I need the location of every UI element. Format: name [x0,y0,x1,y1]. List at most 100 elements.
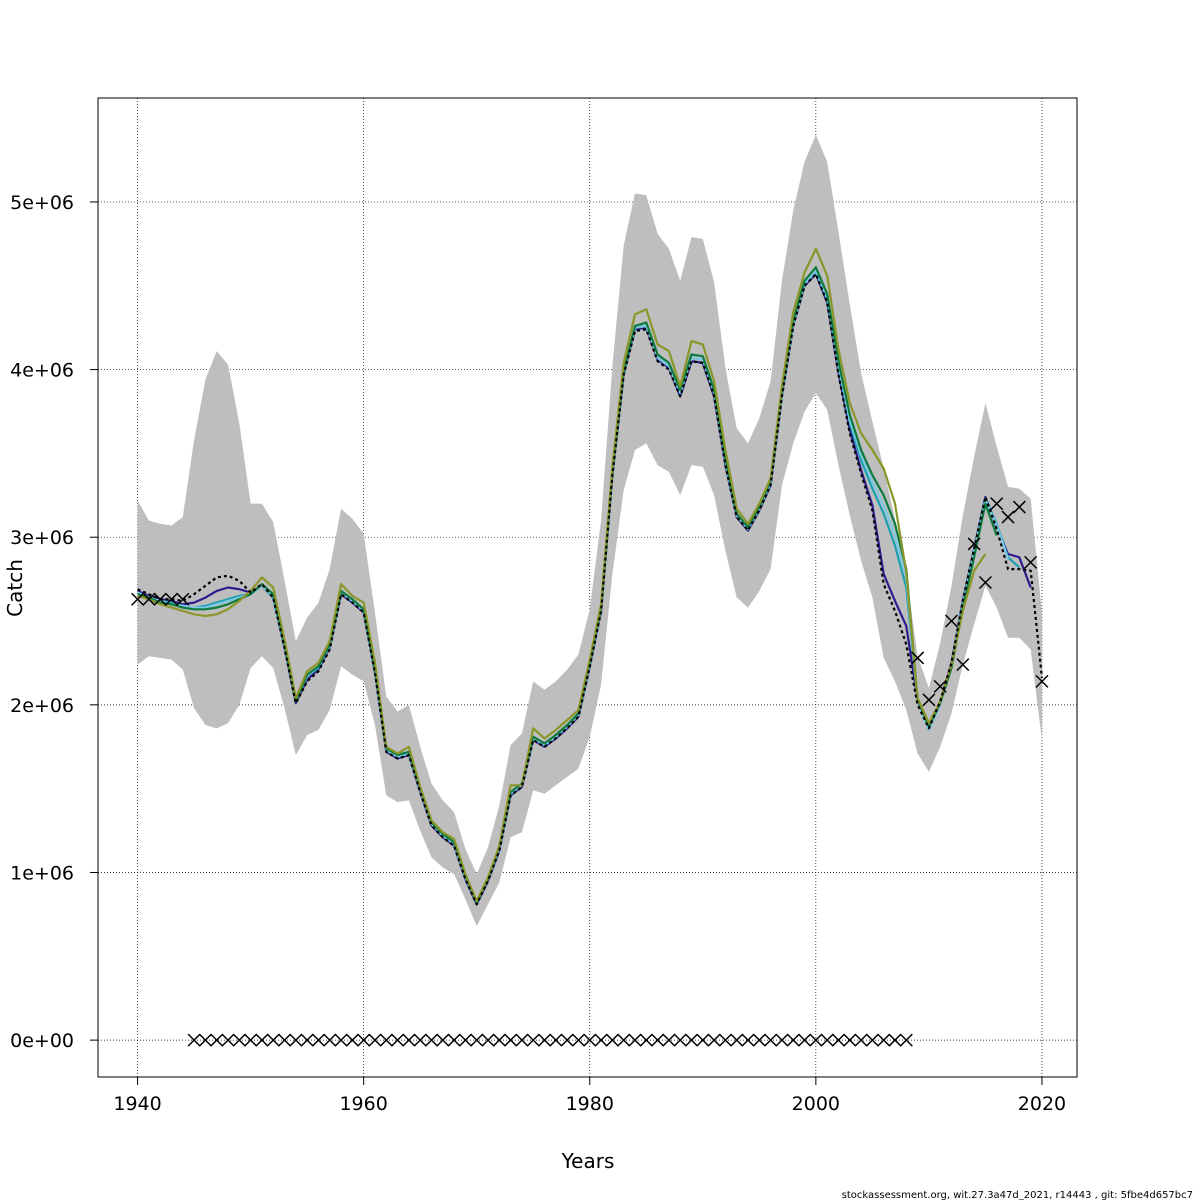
observed-point [1001,510,1015,524]
observed-point [470,1033,484,1047]
observed-point [809,1033,823,1047]
observed-point [617,1033,631,1047]
observed-point [696,1033,710,1047]
observed-catch-markers [131,497,1049,1047]
series-lines [137,247,1044,906]
observed-point [922,693,936,707]
series-line-retro-4 [137,266,998,904]
x-tick-label: 2000 [792,1093,840,1115]
observed-point [560,1033,574,1047]
observed-point [176,592,190,606]
observed-point [583,1033,597,1047]
observed-point [752,1033,766,1047]
series-line-retro-5 [137,247,987,903]
observed-point [899,1033,913,1047]
observed-point [956,658,970,672]
observed-point [244,1033,258,1047]
observed-point [300,1033,314,1047]
observed-point [764,1033,778,1047]
y-tick-label: 0e+00 [10,1030,74,1052]
observed-point [153,592,167,606]
observed-point [131,592,145,606]
observed-point [1035,674,1049,688]
observed-point [436,1033,450,1047]
x-tick-label: 1980 [566,1093,614,1115]
confidence-band-area [137,134,1042,927]
y-tick-label: 1e+06 [10,862,74,884]
observed-point [526,1033,540,1047]
observed-point [538,1033,552,1047]
observed-point [368,1033,382,1047]
footer-credit: stockassessment.org, wit.27.3a47d_2021, … [842,1190,1193,1200]
observed-point [447,1033,461,1047]
observed-point [967,537,981,551]
y-axis: 0e+00 1e+06 2e+06 3e+06 4e+06 5e+06 [10,192,98,1052]
x-tick-label: 2020 [1018,1093,1066,1115]
observed-point [798,1033,812,1047]
observed-point [865,1033,879,1047]
observed-point [549,1033,563,1047]
observed-point [571,1033,585,1047]
observed-point [221,1033,235,1047]
observed-point [1012,500,1026,514]
observed-point [639,1033,653,1047]
observed-point [775,1033,789,1047]
observed-point [933,679,947,693]
observed-point [877,1033,891,1047]
y-tick-label: 5e+06 [10,192,74,214]
confidence-band [137,134,1042,927]
observed-point [164,592,179,606]
observed-point [379,1033,393,1047]
observed-point [142,592,156,606]
observed-point [266,1033,280,1047]
observed-point [718,1033,732,1047]
observed-point [255,1033,269,1047]
observed-point [492,1033,506,1047]
observed-point [854,1033,868,1047]
observed-point [458,1033,472,1047]
observed-point [628,1033,642,1047]
observed-point [481,1033,495,1047]
observed-point [232,1033,246,1047]
observed-point [786,1033,800,1047]
x-tick-label: 1940 [113,1093,161,1115]
y-tick-label: 4e+06 [10,360,74,382]
observed-point [990,497,1004,511]
observed-point [978,575,992,590]
observed-point [391,1033,405,1047]
x-axis: 1940 1960 1980 2000 2020 [113,1077,1066,1115]
x-tick-label: 1960 [339,1093,387,1115]
observed-point [684,1033,699,1047]
observed-point [741,1033,755,1047]
observed-point [289,1033,303,1047]
observed-point [277,1033,292,1047]
observed-point [345,1033,359,1047]
observed-point [730,1033,744,1047]
observed-point [424,1033,439,1047]
observed-point [334,1033,348,1047]
observed-point [515,1033,529,1047]
y-tick-label: 3e+06 [10,527,74,549]
observed-point [311,1033,325,1047]
plot-frame [97,97,1078,1078]
observed-point [402,1033,416,1047]
observed-point [413,1033,427,1047]
observed-point [662,1033,676,1047]
observed-point [707,1033,721,1047]
y-tick-label: 2e+06 [10,695,74,717]
observed-point [504,1033,518,1047]
series-line-base [137,272,1044,906]
observed-point [594,1033,608,1047]
observed-point [673,1033,687,1047]
observed-point [831,1033,845,1047]
observed-point [651,1033,665,1047]
observed-point [820,1033,834,1047]
observed-point [187,1033,201,1047]
observed-point [357,1033,371,1047]
observed-point [944,614,959,628]
observed-point [198,1033,212,1047]
observed-point [1024,555,1038,569]
y-axis-title: Catch [3,559,27,617]
observed-point [888,1033,902,1047]
